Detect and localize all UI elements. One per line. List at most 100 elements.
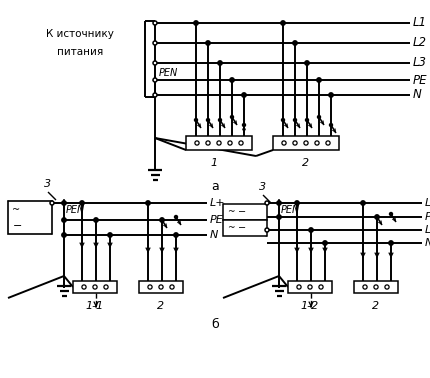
Circle shape — [329, 124, 332, 127]
Circle shape — [159, 285, 163, 289]
Text: L1: L1 — [413, 17, 427, 29]
Circle shape — [93, 285, 97, 289]
Circle shape — [230, 116, 233, 118]
Circle shape — [295, 201, 299, 205]
Text: L3: L3 — [413, 56, 427, 70]
Text: N: N — [425, 238, 430, 248]
Text: а: а — [211, 180, 219, 193]
Circle shape — [174, 233, 178, 237]
Circle shape — [282, 141, 286, 145]
Circle shape — [175, 215, 178, 218]
Text: К источнику: К источнику — [46, 29, 114, 39]
Circle shape — [104, 285, 108, 289]
Circle shape — [389, 241, 393, 245]
Circle shape — [62, 201, 66, 205]
Circle shape — [293, 41, 297, 45]
Text: PE: PE — [425, 212, 430, 222]
Circle shape — [50, 201, 54, 205]
Circle shape — [80, 201, 84, 205]
Text: PE: PE — [413, 73, 427, 87]
Circle shape — [170, 285, 174, 289]
Circle shape — [308, 285, 312, 289]
Bar — [273, 136, 339, 150]
Text: ~: ~ — [227, 208, 234, 217]
Text: 3: 3 — [44, 179, 51, 189]
Circle shape — [293, 141, 297, 145]
Circle shape — [361, 201, 365, 205]
Text: 2: 2 — [372, 301, 380, 311]
Text: PEN: PEN — [66, 205, 85, 215]
Circle shape — [62, 218, 66, 222]
Circle shape — [390, 212, 393, 215]
Circle shape — [195, 141, 199, 145]
Circle shape — [206, 41, 210, 45]
Text: −: − — [13, 221, 22, 231]
Circle shape — [62, 233, 66, 237]
Circle shape — [153, 78, 157, 82]
Text: −: − — [238, 223, 246, 233]
Circle shape — [309, 228, 313, 232]
Text: PEN: PEN — [159, 68, 178, 78]
Circle shape — [242, 93, 246, 97]
Bar — [223, 220, 267, 236]
Text: N: N — [413, 88, 422, 102]
Circle shape — [317, 78, 321, 82]
Circle shape — [305, 118, 308, 121]
Circle shape — [375, 215, 378, 218]
Circle shape — [153, 41, 157, 45]
Circle shape — [230, 78, 234, 82]
Text: б: б — [211, 318, 219, 331]
Circle shape — [363, 285, 367, 289]
Circle shape — [282, 118, 285, 121]
Bar — [223, 204, 267, 220]
Circle shape — [228, 141, 232, 145]
Circle shape — [385, 285, 389, 289]
Circle shape — [317, 116, 320, 118]
Circle shape — [146, 201, 150, 205]
Circle shape — [315, 141, 319, 145]
Text: 1: 1 — [210, 158, 218, 168]
Circle shape — [108, 233, 112, 237]
Circle shape — [94, 218, 98, 222]
Circle shape — [148, 285, 152, 289]
Text: L2: L2 — [413, 37, 427, 50]
Circle shape — [277, 201, 281, 205]
Circle shape — [153, 93, 157, 97]
Text: ~: ~ — [12, 205, 20, 215]
Circle shape — [160, 218, 163, 222]
Text: 3: 3 — [259, 182, 266, 192]
Circle shape — [297, 285, 301, 289]
Text: L+: L+ — [210, 198, 226, 208]
Bar — [139, 281, 183, 293]
Circle shape — [243, 124, 246, 127]
Circle shape — [323, 241, 327, 245]
Circle shape — [304, 141, 308, 145]
Circle shape — [375, 215, 379, 219]
Text: 2: 2 — [157, 301, 165, 311]
Circle shape — [265, 228, 269, 232]
Circle shape — [206, 118, 209, 121]
Circle shape — [206, 141, 210, 145]
Bar — [288, 281, 332, 293]
Bar — [73, 281, 117, 293]
Bar — [8, 201, 52, 234]
Circle shape — [153, 21, 157, 25]
Circle shape — [160, 218, 164, 222]
Circle shape — [319, 285, 323, 289]
Bar — [354, 281, 398, 293]
Circle shape — [217, 141, 221, 145]
Circle shape — [305, 61, 309, 65]
Circle shape — [194, 118, 197, 121]
Text: 2: 2 — [302, 158, 310, 168]
Circle shape — [239, 141, 243, 145]
Circle shape — [326, 141, 330, 145]
Text: L–: L– — [425, 225, 430, 235]
Circle shape — [218, 118, 221, 121]
Text: N: N — [210, 230, 218, 240]
Text: −: − — [238, 207, 246, 217]
Bar — [186, 136, 252, 150]
Circle shape — [194, 21, 198, 25]
Circle shape — [294, 118, 297, 121]
Circle shape — [374, 285, 378, 289]
Text: L+: L+ — [425, 198, 430, 208]
